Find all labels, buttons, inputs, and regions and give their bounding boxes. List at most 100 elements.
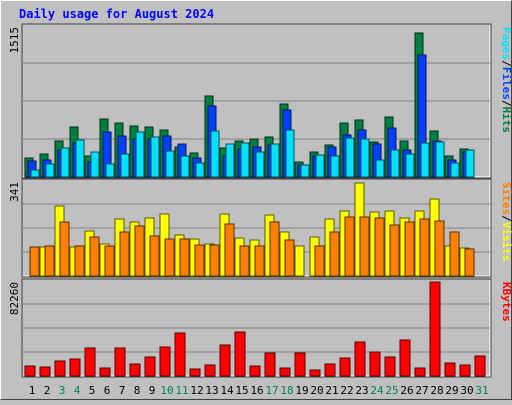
bar-kbytes-day-15	[234, 331, 246, 377]
bar-sites-day-20	[314, 245, 325, 277]
hits-panel-frame	[21, 23, 492, 179]
bar-pages-day-2	[45, 163, 55, 178]
bar-pages-day-27	[420, 142, 430, 178]
bar-kbytes-day-21	[324, 363, 336, 377]
bar-sites-day-10	[164, 238, 175, 277]
bar-kbytes-day-28	[429, 281, 441, 377]
bar-pages-day-4	[75, 139, 85, 178]
bar-pages-day-18	[285, 129, 295, 178]
bar-pages-day-5	[90, 151, 100, 178]
hits-panel-side-label-part: Hits	[500, 107, 512, 134]
hits-panel-side-label-part: /	[500, 60, 512, 67]
bar-pages-day-3	[60, 147, 70, 178]
bar-sites-day-24	[374, 217, 385, 277]
bar-kbytes-day-19	[294, 352, 306, 377]
hits-panel-side-label-part: Pages	[500, 27, 512, 60]
bar-sites-day-4	[74, 245, 85, 277]
bar-sites-day-1	[29, 246, 40, 277]
bar-kbytes-day-16	[249, 365, 261, 377]
visits-panel-frame	[21, 178, 492, 278]
day-label: 30	[460, 384, 473, 397]
bar-pages-day-7	[120, 153, 130, 178]
day-label: 17	[265, 384, 278, 397]
bar-kbytes-day-18	[279, 367, 291, 377]
bar-kbytes-day-27	[414, 367, 426, 377]
bar-sites-day-11	[179, 238, 190, 277]
bar-kbytes-day-31	[474, 355, 486, 377]
bar-pages-day-19	[300, 164, 310, 178]
day-label: 20	[310, 384, 323, 397]
day-label: 16	[250, 384, 263, 397]
bar-pages-day-6	[105, 163, 115, 178]
day-label: 19	[295, 384, 308, 397]
kbytes-panel-frame	[21, 278, 492, 378]
bar-sites-day-18	[284, 239, 295, 277]
bar-kbytes-day-10	[159, 346, 171, 377]
bar-sites-day-28	[434, 220, 445, 277]
bar-kbytes-day-3	[54, 360, 66, 377]
day-label: 27	[415, 384, 428, 397]
day-label: 25	[385, 384, 398, 397]
bar-pages-day-23	[360, 138, 370, 178]
day-label: 22	[340, 384, 353, 397]
bar-kbytes-day-14	[219, 344, 231, 377]
bar-pages-day-14	[225, 143, 235, 178]
bar-kbytes-day-7	[114, 347, 126, 377]
day-label: 11	[175, 384, 188, 397]
day-label: 24	[370, 384, 384, 397]
bar-kbytes-day-20	[309, 369, 321, 377]
bar-pages-day-8	[135, 131, 145, 178]
day-label: 4	[74, 384, 81, 397]
day-label: 23	[355, 384, 368, 397]
day-label: 21	[325, 384, 338, 397]
bar-pages-day-20	[315, 154, 325, 178]
bar-kbytes-day-11	[174, 332, 186, 377]
bar-sites-day-23	[359, 216, 370, 277]
bar-pages-day-28	[435, 141, 445, 178]
day-label: 13	[205, 384, 218, 397]
bar-sites-day-27	[419, 218, 430, 277]
bar-sites-day-12	[194, 244, 205, 277]
bar-pages-day-16	[255, 151, 265, 178]
bar-pages-day-13	[210, 130, 220, 178]
bar-sites-day-17	[269, 221, 280, 277]
bar-pages-day-10	[165, 150, 175, 178]
bar-kbytes-day-23	[354, 341, 366, 377]
bar-kbytes-day-2	[39, 366, 51, 377]
visits-panel-ymax-label: 341	[8, 182, 21, 202]
day-label: 9	[149, 384, 156, 397]
bar-sites-day-7	[119, 231, 130, 277]
bar-sites-day-21	[329, 231, 340, 277]
bar-sites-day-5	[89, 236, 100, 277]
bar-sites-day-2	[44, 245, 55, 277]
day-label: 2	[44, 384, 51, 397]
bar-sites-day-30	[464, 248, 475, 277]
visits-panel-side-label: Sites/Visits	[500, 182, 512, 262]
hits-panel-side-label: Pages/Files/Hits	[500, 27, 512, 133]
bar-sites-day-13	[209, 244, 220, 277]
bar-pages-day-26	[405, 153, 415, 178]
bar-kbytes-day-26	[399, 339, 411, 377]
kbytes-panel-side-label: KBytes	[500, 282, 512, 322]
day-label: 15	[235, 384, 248, 397]
bar-pages-day-15	[240, 142, 250, 178]
bar-sites-day-16	[254, 245, 265, 277]
bar-sites-day-25	[389, 224, 400, 277]
bar-sites-day-14	[224, 223, 235, 277]
bar-kbytes-day-8	[129, 363, 141, 377]
bar-kbytes-day-5	[84, 347, 96, 377]
bar-pages-day-22	[345, 137, 355, 178]
bar-pages-day-9	[150, 136, 160, 178]
bar-pages-day-1	[30, 169, 40, 178]
bar-pages-day-21	[330, 155, 340, 178]
kbytes-panel-ymax-label: 82260	[8, 282, 21, 315]
bar-kbytes-day-9	[144, 356, 156, 377]
visits-panel-side-label-part: Visits	[500, 222, 512, 262]
bar-sites-day-15	[239, 245, 250, 277]
hits-panel-side-label-part: /	[500, 100, 512, 107]
hits-panel-side-label-part: Files	[500, 67, 512, 100]
day-label: 7	[119, 384, 126, 397]
bar-sites-day-22	[344, 216, 355, 277]
day-label: 1	[29, 384, 36, 397]
